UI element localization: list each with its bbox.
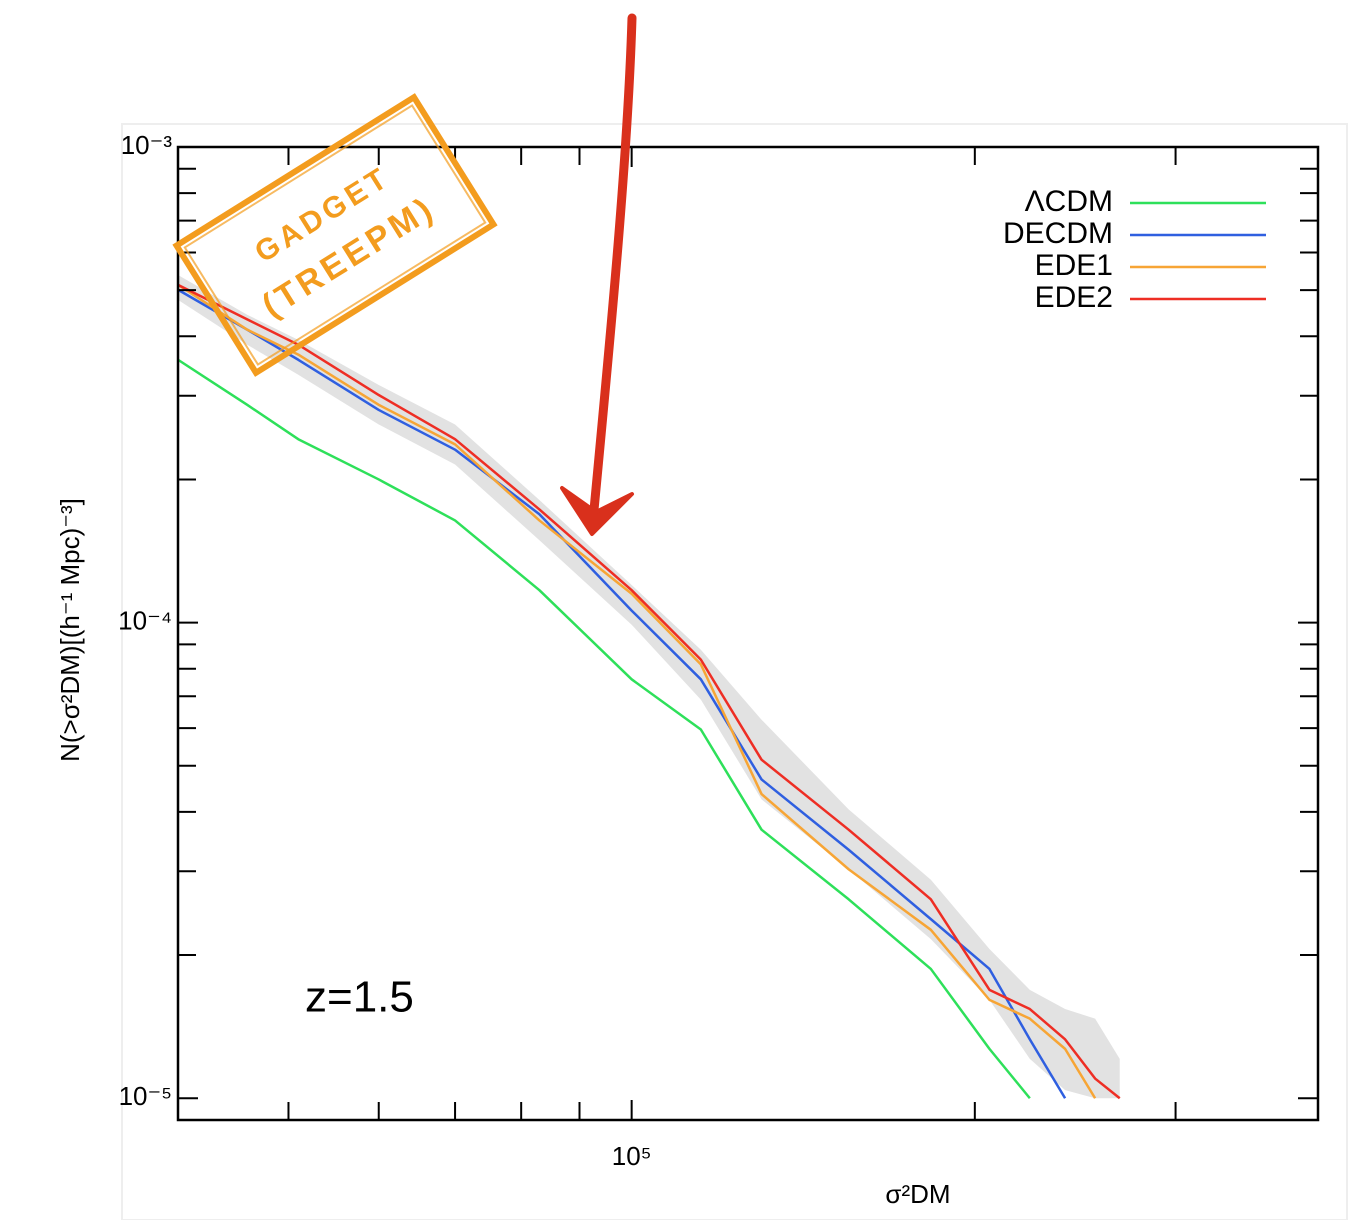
arrow-shaft — [589, 13, 637, 515]
arrow-head — [560, 486, 634, 536]
plot-area: 10⁻⁵ 10⁻⁴ 10⁻³ 10⁵ σ²DM N(>σ²DM)[(h⁻¹ Mpc)⁻³]… — [55, 130, 1320, 1209]
stamp-box — [172, 93, 498, 377]
legend-label: DECDM — [1003, 217, 1113, 250]
y-axis-label: N(>σ²DM)[(h⁻¹ Mpc)⁻³] — [55, 498, 85, 762]
series-line — [177, 358, 1031, 1100]
series-line — [177, 288, 1067, 1099]
legend-label: ΛCDM — [1025, 185, 1113, 218]
y-tick-label: 10⁻⁵ — [119, 1081, 172, 1111]
spread-band — [178, 275, 1120, 1099]
legend-label: EDE1 — [1035, 249, 1113, 282]
y-tick-label: 10⁻³ — [121, 130, 173, 160]
red-arrow — [560, 13, 637, 536]
y-tick-label: 10⁻⁴ — [118, 605, 172, 635]
series-line — [177, 283, 1097, 1099]
chart-card — [121, 123, 1348, 1220]
x-tick-label: 10⁵ — [612, 1141, 652, 1171]
x-axis-label: σ²DM — [885, 1179, 950, 1209]
stamp-box-inner — [183, 104, 487, 366]
redshift-label: z=1.5 — [305, 973, 414, 1022]
plot-frame — [176, 145, 1320, 1122]
series-line — [177, 283, 1121, 1100]
legend-label: EDE2 — [1035, 281, 1113, 314]
